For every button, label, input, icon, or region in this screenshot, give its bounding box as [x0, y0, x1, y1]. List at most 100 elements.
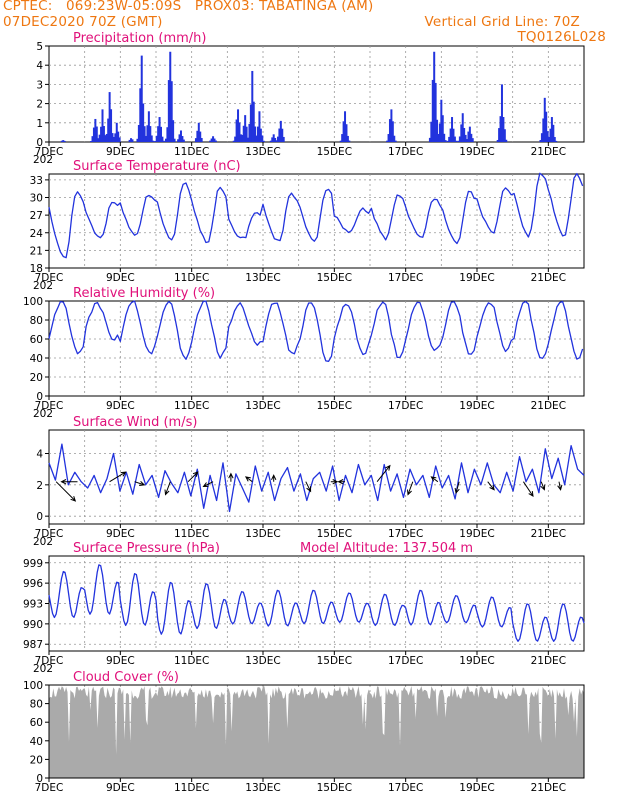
x-tick-label: 19DEC: [459, 528, 494, 540]
precip-bar: [434, 82, 437, 142]
panel-title: Precipitation (mm/h): [73, 31, 206, 46]
wind-vector-arrow: [60, 479, 78, 485]
x-tick-label: 7DEC: [35, 146, 64, 158]
panel-frame: [48, 300, 585, 397]
x-tick-label: 13DEC: [245, 146, 280, 158]
precip-bar: [232, 140, 235, 142]
precip-bar: [107, 118, 110, 142]
x-tick-label: 9DEC: [106, 400, 135, 412]
precip-bar: [62, 140, 65, 142]
precip-bar: [131, 139, 134, 142]
precip-bar: [239, 140, 242, 142]
precip-bar: [179, 130, 182, 142]
panel-frame-top: [48, 684, 585, 779]
precip-bar: [464, 134, 467, 142]
y-tick-label: 100: [23, 680, 43, 692]
precip-bar: [197, 122, 200, 142]
precip-bar: [269, 140, 272, 142]
x-tick-label: 13DEC: [245, 272, 280, 284]
y-tick-label: 33: [30, 175, 43, 187]
precip-bar: [162, 140, 165, 142]
precip-bar: [105, 133, 108, 142]
precip-bar: [502, 117, 505, 142]
precip-bar: [387, 134, 390, 142]
x-year-stub: 202: [33, 280, 53, 292]
precip-bar: [545, 111, 548, 142]
precip-bar: [213, 138, 216, 142]
x-tick-label: 9DEC: [106, 528, 135, 540]
precip-bar: [467, 131, 470, 142]
precip-bar: [390, 109, 393, 142]
precip-bar: [549, 128, 552, 142]
wind-vector-arrow: [164, 481, 171, 496]
header-date: 07DEC2020 70Z (GMT): [3, 14, 163, 30]
precip-bar: [386, 140, 389, 142]
precip-bar: [430, 121, 433, 142]
x-tick-label: 21DEC: [531, 782, 566, 794]
precip-bar: [500, 84, 503, 142]
y-tick-label: 60: [30, 334, 43, 346]
precip-bar: [433, 51, 436, 143]
precip-bar: [257, 126, 260, 142]
precip-bar: [241, 134, 244, 142]
x-tick-label: 17DEC: [388, 655, 423, 667]
precip-bar: [92, 127, 95, 142]
x-tick-label: 15DEC: [317, 782, 352, 794]
precip-bar: [166, 127, 169, 142]
precip-bar: [281, 128, 284, 142]
x-tick-label: 7DEC: [35, 782, 64, 794]
x-tick-label: 7DEC: [35, 400, 64, 412]
precip-bar: [458, 136, 461, 142]
precip-bar: [546, 131, 549, 142]
precip-bar: [158, 117, 161, 142]
precip-bar: [242, 125, 245, 142]
panel-title: Relative Humidity (%): [73, 286, 215, 301]
wind-vector-arrow: [202, 481, 214, 488]
precip-bar: [234, 136, 237, 142]
precip-bar: [154, 140, 157, 142]
precip-bar: [245, 126, 248, 142]
precip-bar: [155, 135, 158, 142]
precip-bar: [248, 123, 251, 142]
precip-bar: [149, 126, 152, 142]
y-tick-label: 0: [36, 511, 43, 523]
x-tick-label: 19DEC: [459, 782, 494, 794]
precip-bar: [345, 124, 348, 142]
precip-bar: [503, 129, 506, 142]
x-tick-label: 17DEC: [388, 528, 423, 540]
precip-bar: [161, 136, 164, 142]
y-tick-label: 990: [23, 619, 43, 631]
precip-bar: [346, 135, 349, 142]
x-tick-label: 7DEC: [35, 528, 64, 540]
precip-bar: [275, 140, 278, 142]
x-tick-label: 17DEC: [388, 782, 423, 794]
precip-bar: [471, 138, 474, 142]
precip-bar: [173, 138, 176, 142]
x-tick-label: 15DEC: [317, 400, 352, 412]
precip-bar: [97, 138, 100, 142]
precip-bar: [182, 139, 185, 142]
precip-bar: [117, 131, 120, 142]
precip-bar: [443, 133, 446, 142]
x-tick-label: 9DEC: [106, 782, 135, 794]
precip-bar: [436, 119, 439, 142]
wind-vector-arrow: [187, 471, 199, 483]
panel-3: Surface Wind (m/s) 0 2 4 7DEC 9DEC 11DEC 13DEC 1…: [33, 415, 585, 548]
precip-bar: [150, 135, 153, 142]
precip-bar: [90, 141, 93, 142]
wind-speed-line: [48, 443, 585, 513]
wind-vector-arrow: [271, 474, 277, 482]
header-vertical-grid-note: Vertical Grid Line: 70Z: [424, 14, 580, 30]
x-tick-label: 15DEC: [317, 272, 352, 284]
y-tick-label: 80: [30, 699, 43, 711]
wind-vector-arrow: [557, 481, 563, 491]
x-tick-label: 11DEC: [174, 400, 209, 412]
panel-frame: [48, 45, 585, 143]
precip-bar: [60, 140, 63, 142]
y-tick-label: 30: [30, 193, 43, 205]
panel-frame: [48, 173, 585, 269]
precip-bar: [94, 118, 97, 142]
precip-bar: [115, 122, 118, 142]
precip-bar: [542, 118, 545, 142]
x-tick-label: 13DEC: [245, 528, 280, 540]
